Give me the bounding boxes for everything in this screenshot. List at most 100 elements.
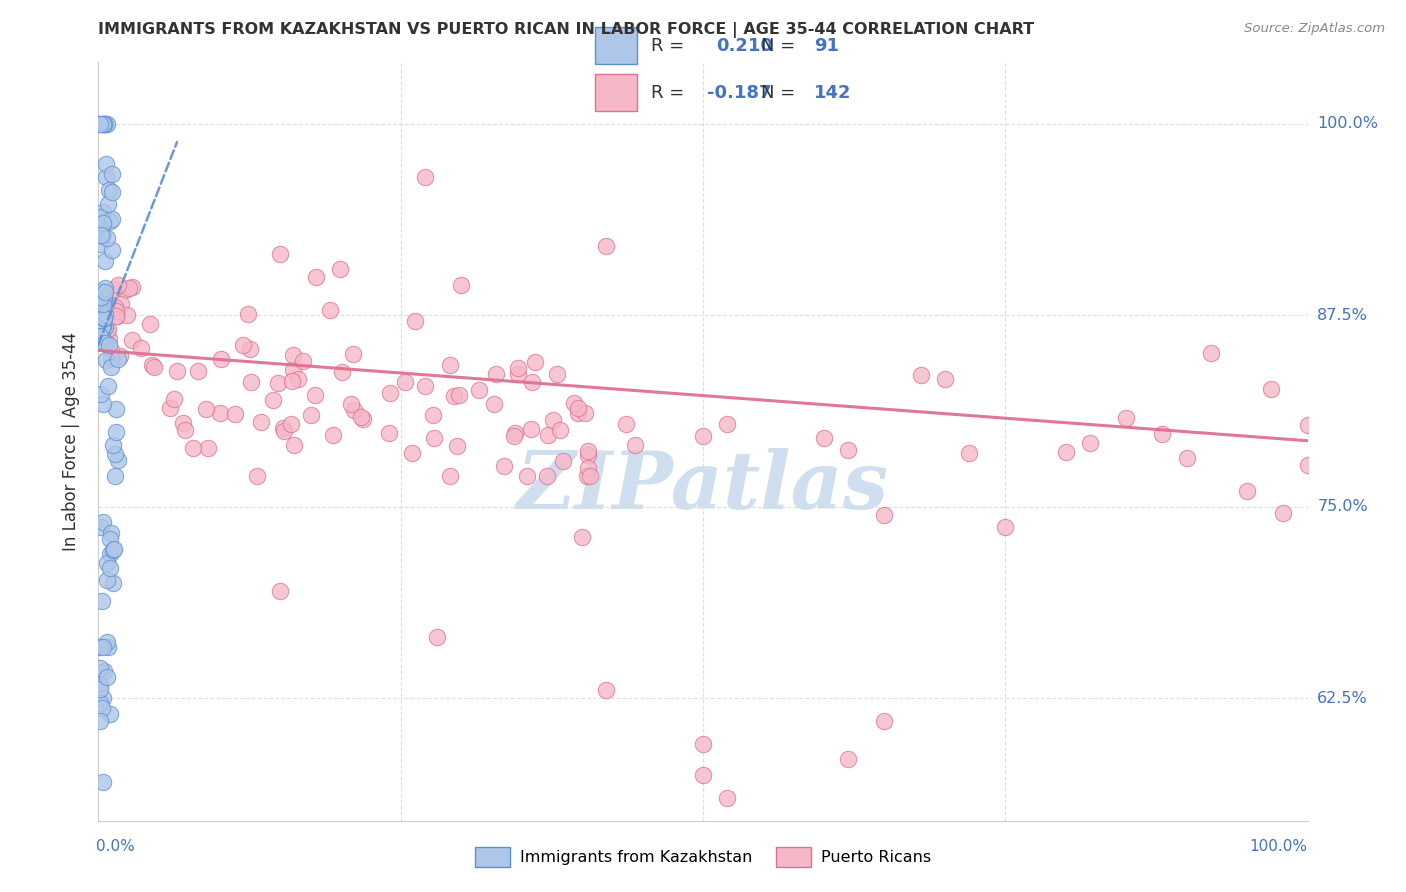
Point: [91, 229, 114, 244]
Point: [93, 293, 115, 308]
Point: [269, 247, 291, 261]
Point: [562, 396, 585, 410]
Point: [91, 205, 114, 219]
Text: IMMIGRANTS FROM KAZAKHSTAN VS PUERTO RICAN IN LABOR FORCE | AGE 35-44 CORRELATIO: IMMIGRANTS FROM KAZAKHSTAN VS PUERTO RIC…: [98, 22, 1035, 38]
Point: [422, 408, 444, 422]
Point: [283, 438, 305, 452]
Point: [239, 375, 262, 389]
Text: 0.210: 0.210: [716, 37, 772, 54]
Point: [269, 583, 291, 598]
Point: [352, 411, 374, 425]
Point: [166, 364, 188, 378]
Point: [98, 561, 121, 575]
Point: [129, 341, 152, 355]
Point: [595, 683, 617, 698]
Point: [330, 366, 353, 380]
Point: [567, 401, 589, 415]
Point: [98, 332, 121, 346]
Point: [194, 402, 217, 417]
Point: [89, 696, 111, 710]
Point: [319, 302, 342, 317]
Point: [96, 635, 118, 649]
Point: [304, 387, 326, 401]
Point: [98, 296, 121, 310]
Point: [413, 170, 436, 185]
Point: [159, 401, 181, 415]
Point: [1152, 427, 1174, 442]
Point: [104, 309, 127, 323]
Point: [100, 343, 122, 357]
Point: [96, 231, 118, 245]
Point: [292, 354, 315, 368]
Point: [89, 210, 111, 224]
Point: [287, 372, 309, 386]
Point: [139, 317, 162, 331]
Point: [91, 330, 114, 344]
Point: [340, 396, 363, 410]
Point: [94, 353, 117, 368]
Point: [93, 253, 115, 268]
Point: [503, 429, 526, 443]
Point: [873, 508, 896, 522]
Point: [90, 228, 112, 243]
Text: ZIPatlas: ZIPatlas: [517, 449, 889, 525]
Point: [492, 459, 515, 474]
Point: [401, 446, 423, 460]
Point: [1272, 506, 1295, 520]
Point: [574, 406, 596, 420]
Point: [537, 427, 560, 442]
Point: [91, 117, 114, 131]
Point: [551, 453, 574, 467]
Point: [96, 669, 118, 683]
Point: [197, 441, 219, 455]
Point: [91, 297, 114, 311]
Point: [546, 367, 568, 381]
Text: 91: 91: [814, 37, 839, 54]
Point: [101, 575, 124, 590]
Point: [567, 406, 589, 420]
Point: [246, 469, 269, 483]
Point: [110, 350, 132, 364]
Point: [692, 767, 714, 781]
Point: [91, 397, 114, 411]
Point: [957, 446, 980, 460]
Point: [98, 532, 121, 546]
Bar: [595, 74, 637, 112]
Text: 100.0%: 100.0%: [1250, 839, 1308, 854]
Point: [522, 376, 544, 390]
Point: [837, 752, 859, 766]
Point: [413, 379, 436, 393]
Text: 142: 142: [814, 84, 852, 102]
Point: [281, 375, 304, 389]
Text: 87.5%: 87.5%: [1317, 308, 1368, 323]
Point: [503, 425, 526, 440]
Point: [89, 117, 111, 131]
Point: [576, 448, 599, 462]
Point: [90, 387, 112, 401]
Point: [104, 300, 127, 314]
Text: Source: ZipAtlas.com: Source: ZipAtlas.com: [1244, 22, 1385, 36]
Point: [91, 309, 114, 323]
Bar: [595, 27, 637, 64]
Point: [90, 701, 112, 715]
Point: [93, 311, 115, 326]
Point: [209, 406, 232, 420]
Point: [103, 282, 125, 296]
Point: [238, 307, 260, 321]
Point: [142, 359, 165, 374]
Point: [100, 185, 122, 199]
Point: [404, 314, 426, 328]
Point: [94, 157, 117, 171]
Point: [595, 239, 617, 253]
Point: [624, 438, 647, 452]
Point: [94, 117, 117, 131]
Point: [692, 428, 714, 442]
Point: [121, 333, 143, 347]
Point: [508, 367, 530, 381]
Point: [576, 444, 599, 458]
Text: R =: R =: [651, 37, 690, 54]
Point: [450, 277, 472, 292]
Point: [93, 117, 115, 131]
Point: [94, 281, 117, 295]
Point: [110, 297, 132, 311]
